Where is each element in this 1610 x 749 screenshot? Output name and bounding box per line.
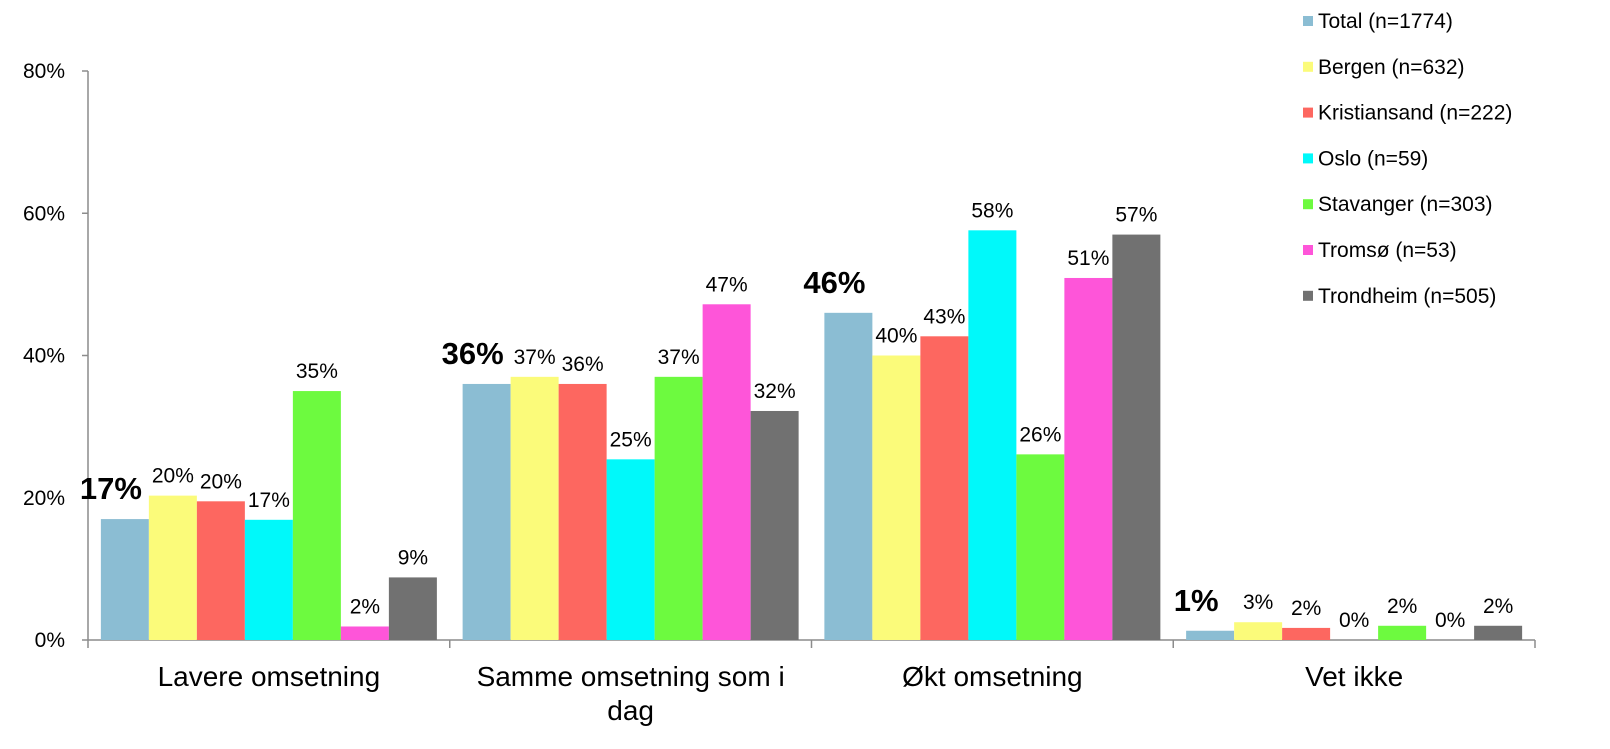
bar bbox=[872, 355, 921, 640]
data-label-total: 36% bbox=[442, 336, 504, 371]
y-tick-label: 20% bbox=[23, 487, 65, 510]
legend-swatch bbox=[1303, 107, 1313, 118]
data-label: 36% bbox=[562, 353, 604, 376]
bar bbox=[510, 376, 559, 640]
data-label: 2% bbox=[350, 595, 380, 618]
legend-label: Bergen (n=632) bbox=[1318, 56, 1465, 79]
data-label: 0% bbox=[1339, 609, 1369, 632]
data-label: 57% bbox=[1115, 204, 1157, 227]
legend-swatch bbox=[1303, 16, 1313, 26]
bar bbox=[968, 230, 1017, 640]
data-label: 37% bbox=[514, 346, 556, 369]
legend-swatch bbox=[1303, 153, 1313, 164]
data-label: 0% bbox=[1435, 609, 1465, 632]
x-category-label: Økt omsetning bbox=[902, 661, 1083, 692]
y-tick-label: 40% bbox=[23, 345, 65, 368]
bar bbox=[606, 459, 655, 640]
legend-swatch bbox=[1303, 199, 1313, 210]
bar bbox=[148, 495, 197, 640]
data-label: 2% bbox=[1483, 595, 1513, 618]
bar bbox=[1474, 625, 1523, 640]
bar bbox=[462, 383, 511, 640]
bar bbox=[340, 626, 389, 640]
bar bbox=[1234, 622, 1283, 640]
data-label: 35% bbox=[296, 360, 338, 383]
bar bbox=[196, 501, 245, 640]
data-label: 9% bbox=[398, 546, 428, 569]
data-labels: 17% 36% 46% 1% 20% 37% 40% 3% 20% 36% 43% 2% 17% 25% 5… bbox=[80, 199, 1513, 632]
y-tick-label: 60% bbox=[23, 202, 65, 225]
legend-label: Oslo (n=59) bbox=[1318, 147, 1428, 170]
data-label: 3% bbox=[1243, 591, 1273, 614]
y-tick-label: 80% bbox=[23, 60, 65, 83]
bar bbox=[702, 304, 751, 640]
legend: Total (n=1774) Bergen (n=632) Kristiansand… bbox=[1303, 10, 1512, 308]
bar bbox=[654, 376, 703, 640]
axes: 0% 20% 40% 60% 80% Lavere omsetning Samme omse… bbox=[23, 60, 1536, 726]
y-tick-label: 0% bbox=[35, 629, 65, 652]
bar bbox=[388, 577, 437, 640]
legend-label: Stavanger (n=303) bbox=[1318, 193, 1493, 216]
legend-swatch bbox=[1303, 290, 1313, 301]
data-label: 20% bbox=[200, 470, 242, 493]
legend-label: Trondheim (n=505) bbox=[1318, 285, 1496, 308]
data-label: 20% bbox=[152, 465, 194, 488]
data-label: 26% bbox=[1019, 423, 1061, 446]
x-category-label: Vet ikke bbox=[1305, 661, 1403, 692]
data-label: 2% bbox=[1291, 597, 1321, 620]
legend-label: Kristiansand (n=222) bbox=[1318, 102, 1512, 125]
data-label: 40% bbox=[875, 325, 917, 348]
bar bbox=[1064, 277, 1113, 640]
data-label: 32% bbox=[754, 380, 796, 403]
legend-swatch bbox=[1303, 245, 1313, 255]
bar bbox=[1016, 454, 1065, 640]
bar bbox=[1112, 234, 1161, 640]
bars bbox=[100, 230, 1523, 640]
data-label-total: 46% bbox=[803, 265, 865, 300]
data-label: 51% bbox=[1067, 247, 1109, 270]
bar bbox=[1282, 627, 1331, 640]
x-category-label: dag bbox=[607, 695, 654, 726]
bar bbox=[100, 519, 149, 640]
bar bbox=[1186, 630, 1235, 640]
bar bbox=[1378, 625, 1427, 640]
bar bbox=[558, 383, 607, 640]
data-label: 17% bbox=[248, 489, 290, 512]
bar bbox=[824, 312, 873, 640]
legend-swatch bbox=[1303, 61, 1313, 72]
legend-label: Tromsø (n=53) bbox=[1318, 239, 1457, 262]
data-label-total: 1% bbox=[1174, 583, 1219, 618]
data-label: 37% bbox=[658, 346, 700, 369]
data-label-total: 17% bbox=[80, 471, 142, 506]
data-label: 25% bbox=[610, 428, 652, 451]
x-category-label: Lavere omsetning bbox=[158, 661, 381, 692]
bar bbox=[244, 519, 293, 640]
data-label: 43% bbox=[923, 305, 965, 328]
bar bbox=[920, 336, 969, 640]
x-category-label: Samme omsetning som i bbox=[477, 661, 785, 692]
bar bbox=[292, 391, 341, 640]
data-label: 47% bbox=[706, 273, 748, 296]
data-label: 58% bbox=[971, 199, 1013, 222]
legend-label: Total (n=1774) bbox=[1318, 10, 1453, 33]
bar bbox=[750, 410, 799, 640]
data-label: 2% bbox=[1387, 595, 1417, 618]
